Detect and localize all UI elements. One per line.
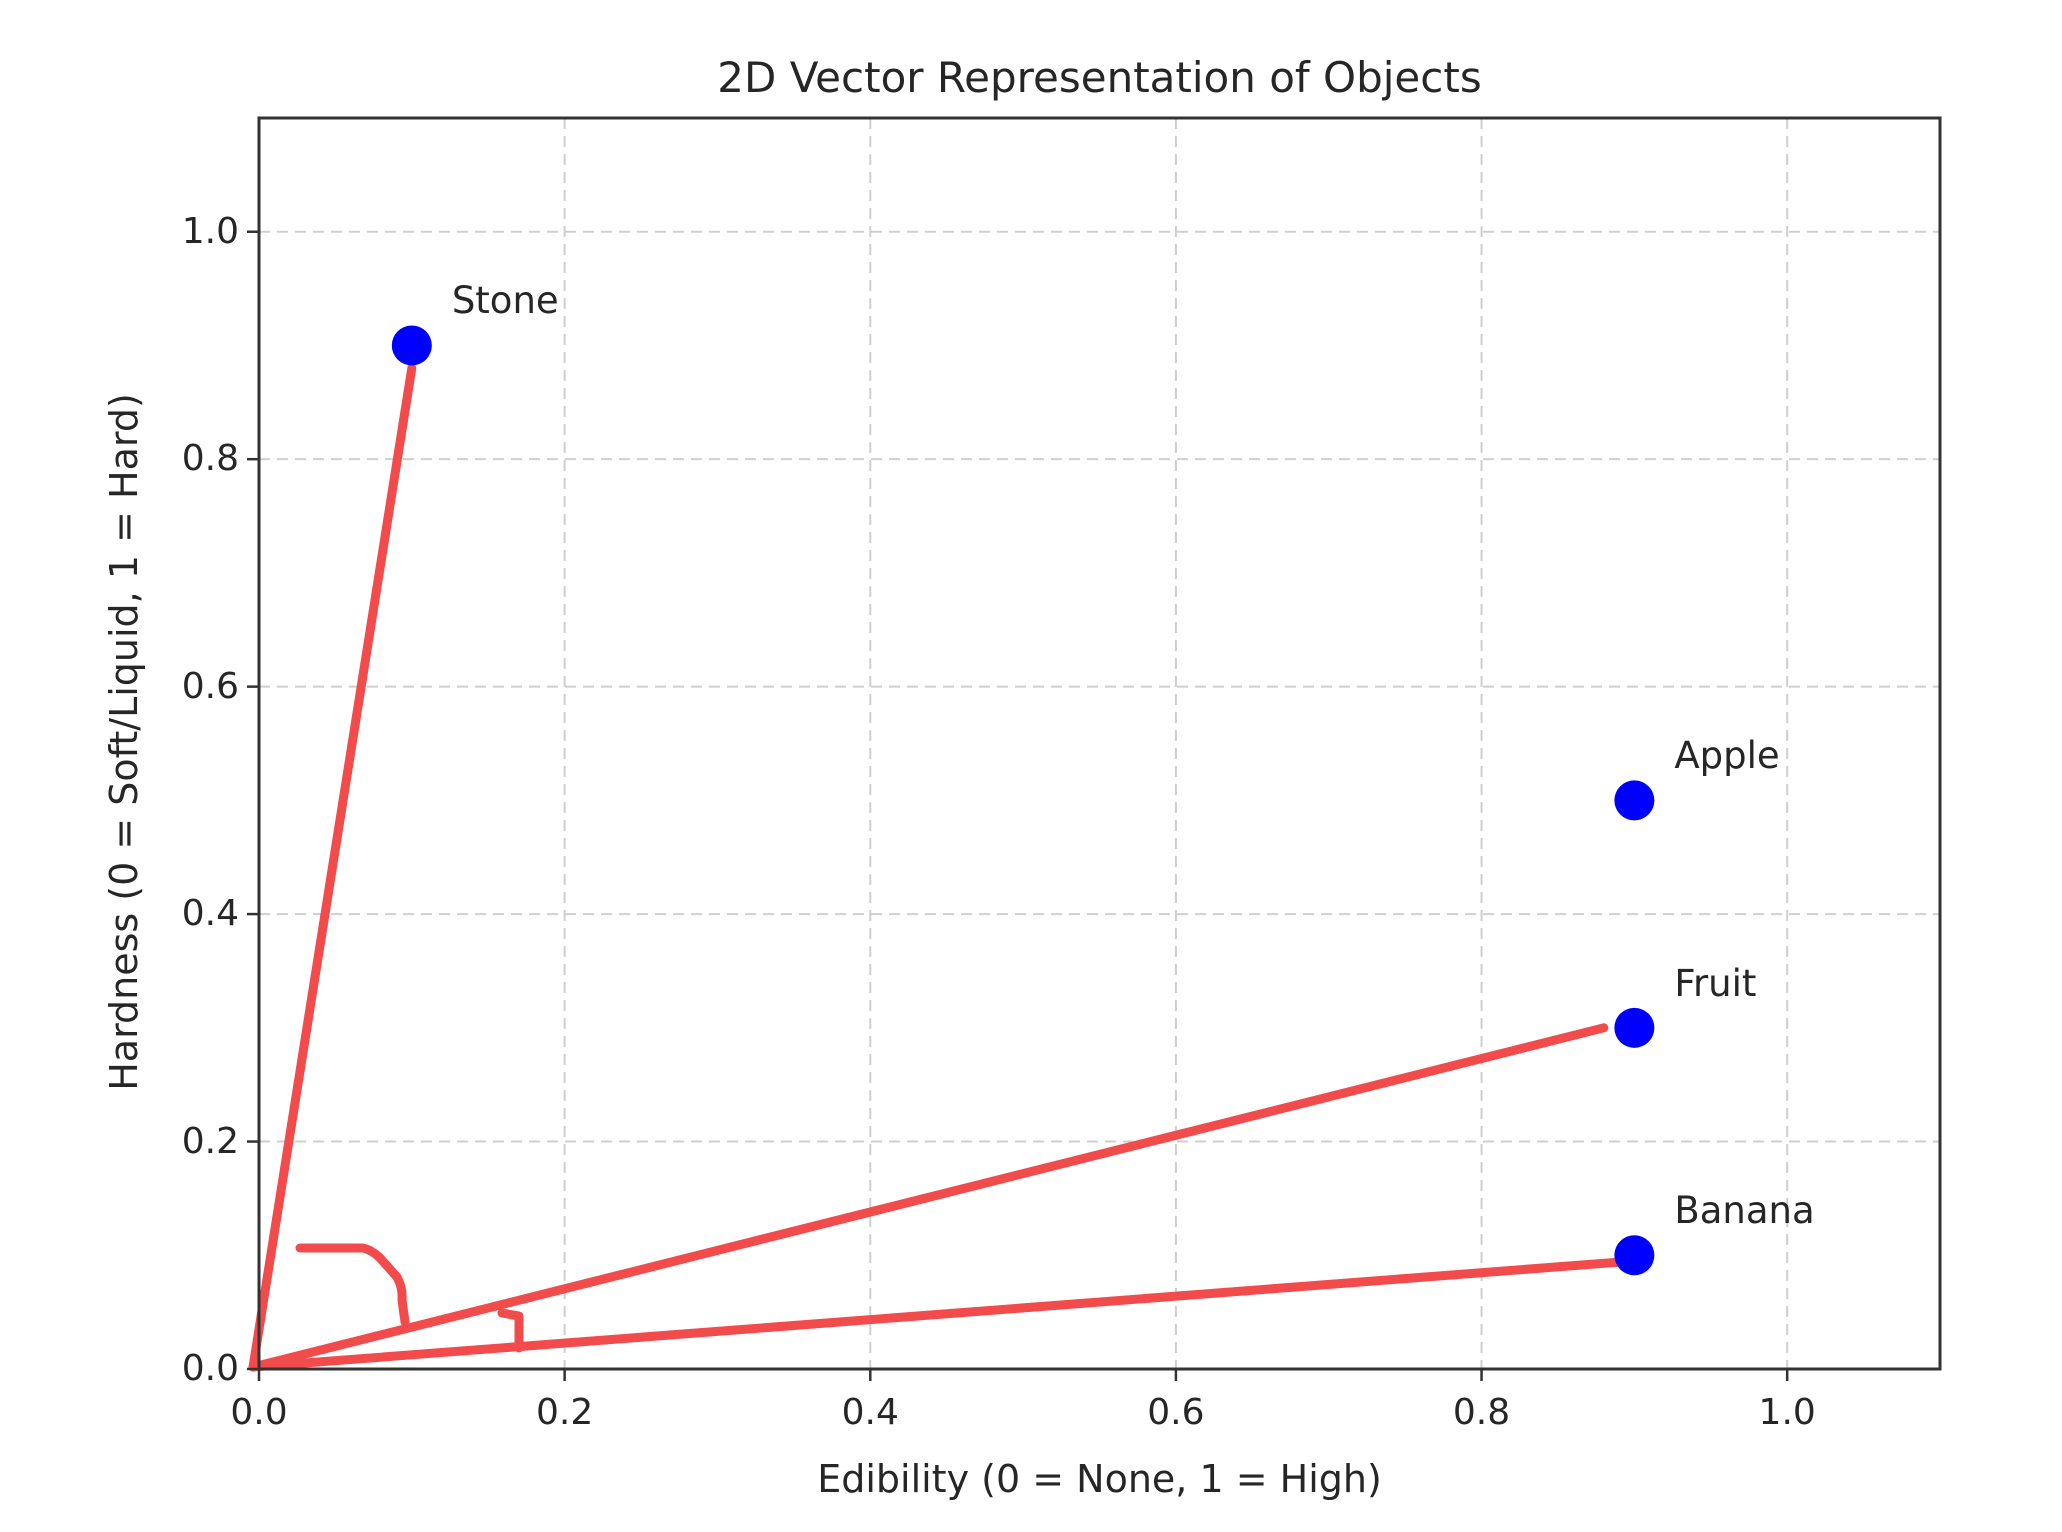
x-tick-label: 0.2 <box>535 1392 594 1433</box>
y-tick-label: 0.4 <box>181 893 239 935</box>
data-point-fruit <box>1614 1007 1655 1048</box>
x-tick-label: 0.4 <box>841 1392 899 1433</box>
y-tick-label: 1.0 <box>181 210 239 252</box>
data-point-apple <box>1614 780 1655 821</box>
point-label-apple: Apple <box>1674 734 1780 778</box>
x-tick-label: 0.0 <box>230 1392 288 1433</box>
y-tick-label: 0.2 <box>181 1120 239 1162</box>
angle-marks <box>295 1243 524 1353</box>
vector-annotations <box>248 363 1639 1372</box>
chart-title: 2D Vector Representation of Objects <box>717 53 1482 102</box>
data-points <box>391 325 1655 1276</box>
y-tick-label: 0.8 <box>181 438 239 480</box>
vector-line-fruit <box>248 1023 1609 1372</box>
vector-line-banana <box>248 1256 1639 1372</box>
point-label-fruit: Fruit <box>1674 961 1757 1005</box>
x-tick-label: 0.6 <box>1147 1392 1205 1433</box>
point-label-banana: Banana <box>1674 1189 1815 1233</box>
point-label-stone: Stone <box>451 279 559 323</box>
grid <box>259 118 1940 1369</box>
vector-line-stone <box>248 363 417 1372</box>
angle-mark-stone-fruit <box>295 1243 410 1327</box>
y-tick-label: 0.6 <box>181 665 239 707</box>
x-tick-label: 0.8 <box>1452 1392 1511 1433</box>
y-tick-label: 0.0 <box>181 1348 239 1389</box>
axis-ticks <box>247 230 1789 1381</box>
y-axis-label: Hardness (0 = Soft/Liquid, 1 = Hard) <box>102 393 146 1091</box>
data-point-stone <box>391 325 432 366</box>
angle-mark-fruit-banana <box>497 1308 524 1353</box>
x-tick-label: 1.0 <box>1758 1392 1816 1433</box>
data-point-banana <box>1614 1235 1655 1276</box>
axes-frame <box>257 116 1942 1371</box>
x-axis-label: Edibility (0 = None, 1 = High) <box>817 1457 1382 1501</box>
